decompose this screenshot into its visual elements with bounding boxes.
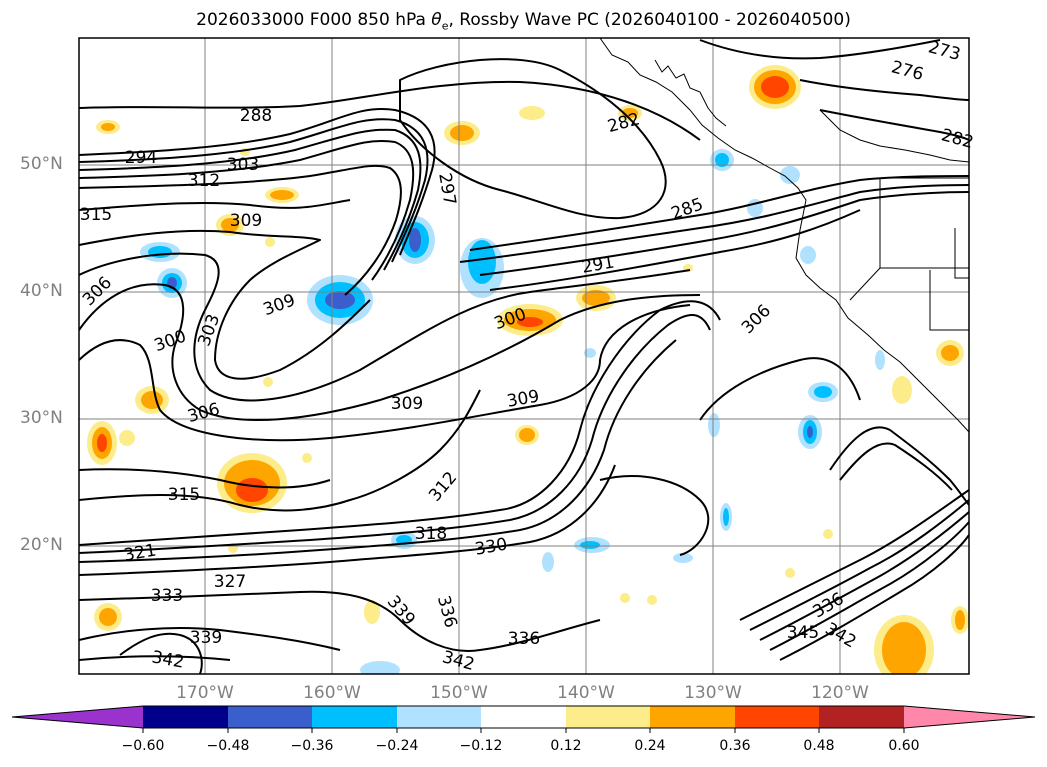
lon-label-140w: 140°W — [557, 683, 615, 703]
colorbar-label: −0.60 — [121, 738, 165, 754]
colorbar-swatch — [12, 706, 143, 728]
lon-label-170w: 170°W — [176, 683, 234, 703]
contour-label: 327 — [214, 572, 246, 592]
lat-label-30n: 30°N — [20, 408, 63, 428]
contour-label: 309 — [261, 290, 298, 320]
contour-labels: 288 294 303 312 315 309 306 300 303 309 … — [79, 37, 976, 675]
contour-label: 294 — [125, 148, 157, 168]
contour-label: 315 — [168, 485, 200, 505]
colorbar-swatch — [228, 706, 312, 728]
contour-label: 309 — [391, 394, 423, 414]
lon-label-130w: 130°W — [684, 683, 742, 703]
contour-label: 345 — [787, 623, 819, 643]
colorbar-swatch — [735, 706, 819, 728]
colorbar-label: 0.48 — [803, 738, 835, 754]
contour-label: 291 — [580, 252, 615, 277]
lon-label-150w: 150°W — [430, 683, 488, 703]
colorbar-swatch — [904, 706, 1035, 728]
contour-label: 339 — [383, 592, 419, 630]
contour-label: 339 — [190, 628, 222, 648]
colorbar-swatch — [143, 706, 228, 728]
contour-label: 312 — [188, 171, 220, 191]
contour-label: 285 — [669, 194, 706, 224]
contour-label: 309 — [505, 386, 540, 411]
lat-label-40n: 40°N — [20, 281, 63, 301]
colorbar-swatch — [819, 706, 904, 728]
contour-label: 321 — [122, 540, 157, 565]
lon-label-120w: 120°W — [811, 683, 869, 703]
anomaly-shading — [87, 65, 969, 674]
colorbar-label: −0.36 — [290, 738, 334, 754]
contour-label: 282 — [605, 109, 642, 137]
contour-label: 330 — [473, 534, 508, 559]
colorbar-swatch — [481, 706, 566, 728]
colorbar-swatch — [312, 706, 397, 728]
contour-label: 282 — [939, 125, 976, 153]
contour-label: 333 — [151, 586, 183, 606]
contour-label: 318 — [415, 524, 447, 544]
lat-label-20n: 20°N — [20, 535, 63, 555]
contour-label: 309 — [230, 211, 262, 231]
theta-e-contours — [79, 39, 969, 674]
contour-label: 336 — [508, 629, 540, 649]
colorbar-label: 0.24 — [634, 738, 666, 754]
lat-label-50n: 50°N — [20, 154, 63, 174]
map-gridlines — [79, 38, 969, 674]
contour-label: 273 — [926, 37, 963, 65]
coastlines — [599, 38, 969, 433]
contour-label: 312 — [425, 468, 461, 506]
contour-label: 303 — [194, 312, 224, 349]
contour-label: 300 — [152, 326, 189, 356]
contour-label: 315 — [80, 205, 112, 225]
contour-label: 306 — [79, 273, 116, 310]
plot-frame — [78, 37, 970, 675]
contour-label: 297 — [434, 171, 459, 206]
contour-label: 306 — [738, 301, 775, 338]
lon-label-160w: 160°W — [303, 683, 361, 703]
colorbar-label: −0.24 — [375, 738, 419, 754]
colorbar-label: 0.60 — [888, 738, 920, 754]
map-title: 2026033000 F000 850 hPa θe, Rossby Wave … — [196, 10, 851, 33]
contour-label: 336 — [433, 593, 461, 630]
contour-label: 342 — [150, 647, 185, 672]
colorbar-swatch — [650, 706, 735, 728]
colorbar-swatch — [566, 706, 650, 728]
colorbar — [11, 705, 1036, 733]
colorbar-label: 0.12 — [550, 738, 582, 754]
contour-label: 276 — [889, 57, 926, 85]
colorbar-swatch — [397, 706, 481, 728]
colorbar-label: −0.12 — [459, 738, 503, 754]
contour-label: 288 — [240, 106, 272, 126]
colorbar-label: −0.48 — [206, 738, 250, 754]
contour-label: 303 — [227, 155, 259, 175]
colorbar-label: 0.36 — [719, 738, 751, 754]
